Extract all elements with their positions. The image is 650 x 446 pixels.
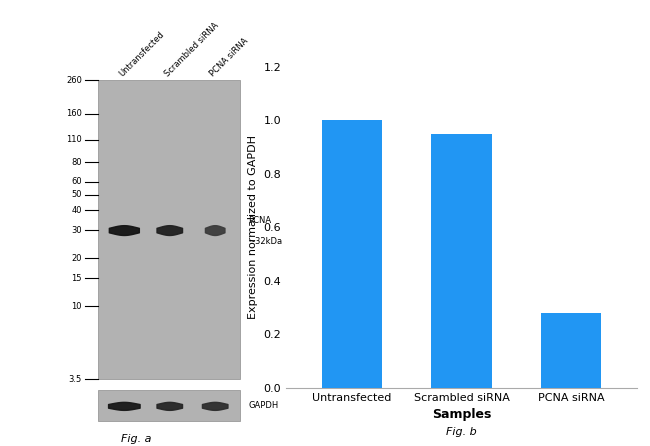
Text: 160: 160	[66, 109, 82, 119]
Text: 110: 110	[66, 136, 82, 145]
Bar	[98, 390, 240, 421]
Text: PCNA siRNA: PCNA siRNA	[208, 36, 250, 78]
Text: 50: 50	[72, 190, 82, 199]
Text: 20: 20	[72, 254, 82, 263]
Text: 40: 40	[72, 206, 82, 215]
Text: 3.5: 3.5	[69, 375, 82, 384]
Text: Fig. a: Fig. a	[122, 434, 151, 444]
Text: 15: 15	[72, 274, 82, 283]
Bar	[98, 80, 240, 379]
Text: 30: 30	[72, 226, 82, 235]
Text: ~32kDa: ~32kDa	[248, 237, 283, 246]
Bar	[322, 120, 382, 388]
Text: Scrambled siRNA: Scrambled siRNA	[163, 21, 220, 78]
Text: 10: 10	[72, 302, 82, 311]
X-axis label: Samples: Samples	[432, 409, 491, 421]
Bar	[541, 313, 601, 388]
Text: PCNA: PCNA	[248, 216, 272, 225]
Bar	[432, 134, 491, 388]
Text: 60: 60	[72, 178, 82, 186]
Text: 80: 80	[72, 157, 82, 166]
Text: Untransfected: Untransfected	[118, 29, 166, 78]
Y-axis label: Expression normalized to GAPDH: Expression normalized to GAPDH	[248, 136, 258, 319]
Text: GAPDH: GAPDH	[248, 401, 279, 410]
Text: 260: 260	[66, 76, 82, 85]
Text: Fig. b: Fig. b	[446, 427, 477, 437]
